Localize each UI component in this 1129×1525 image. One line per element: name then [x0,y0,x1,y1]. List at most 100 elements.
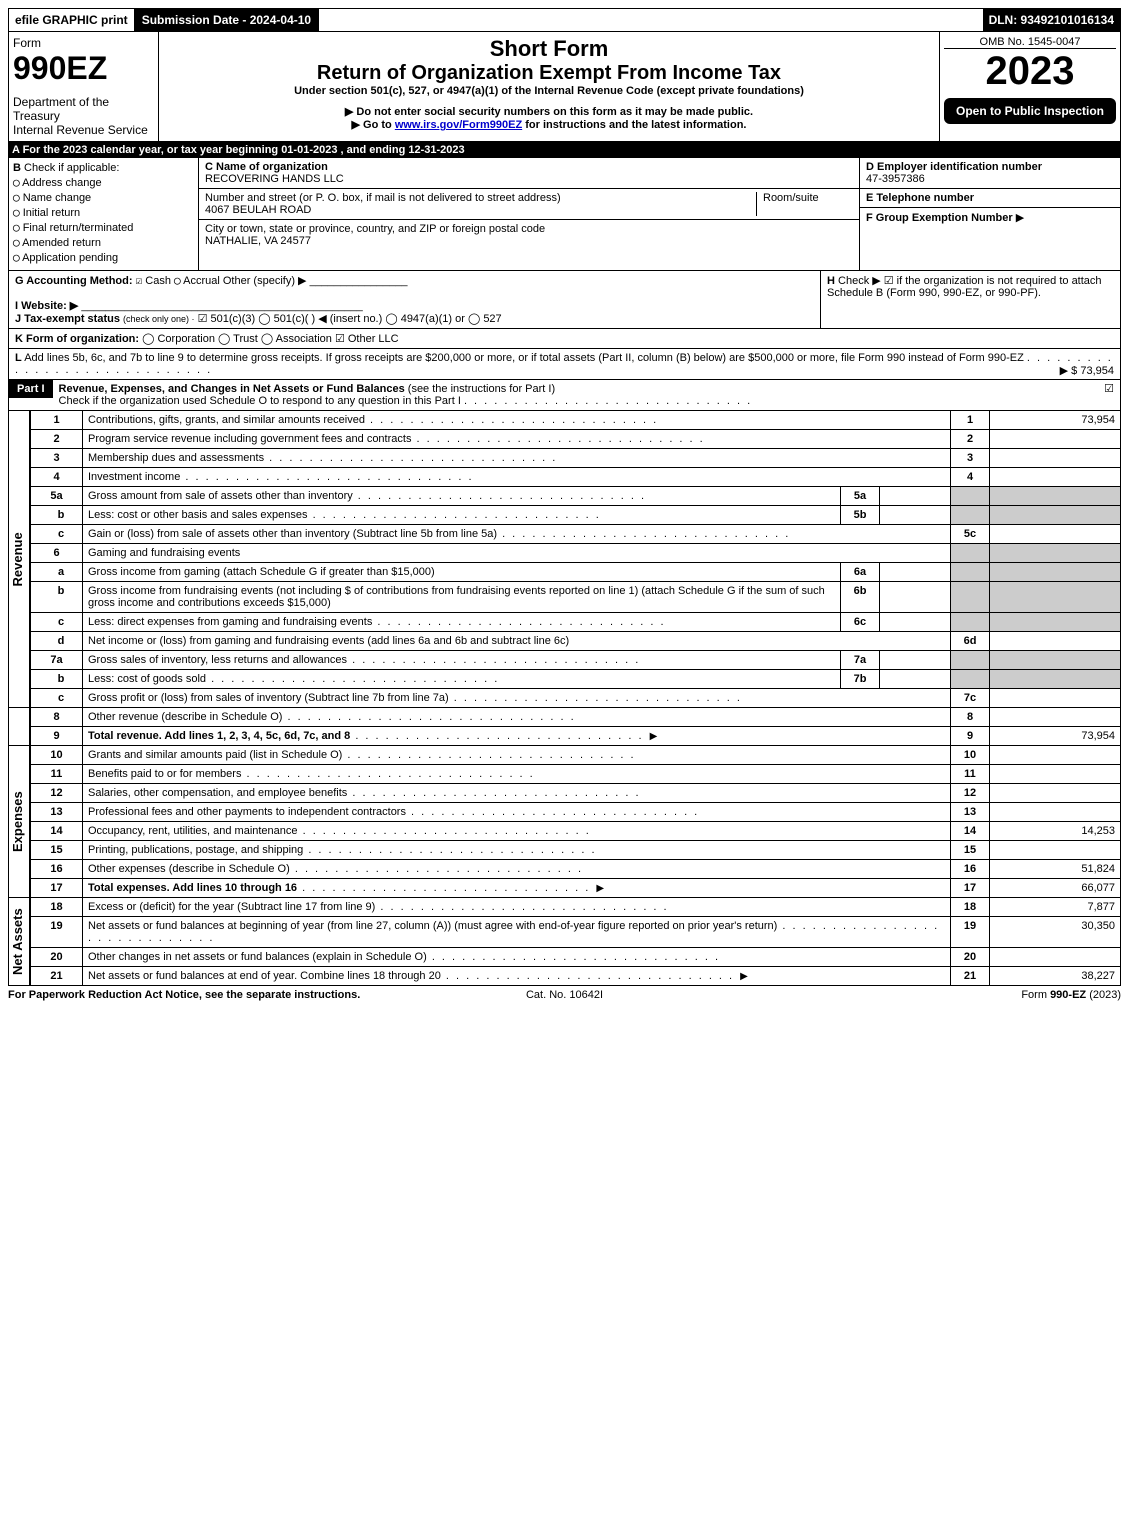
line6c-desc: Less: direct expenses from gaming and fu… [88,616,372,628]
website-label: I Website: ▶ [15,300,78,312]
line17-desc: Total expenses. Add lines 10 through 16 [88,882,297,894]
line5b-desc: Less: cost or other basis and sales expe… [88,509,308,521]
section-b: B Check if applicable: ◯ Address change … [9,158,199,270]
line7a-desc: Gross sales of inventory, less returns a… [88,654,347,666]
h-text: Check ▶ ☑ if the organization is not req… [827,275,1102,299]
part1-label: Part I [9,380,53,398]
group-exemption-label: F Group Exemption Number [866,212,1013,224]
warning-ssn: ▶ Do not enter social security numbers o… [163,105,935,118]
line1-num: 1 [30,411,83,430]
line6-desc: Gaming and fundraising events [83,544,951,563]
section-gh: G Accounting Method: ☑ Cash ◯ Accrual Ot… [8,271,1121,329]
irs-label: Internal Revenue Service [13,123,154,137]
line8-desc: Other revenue (describe in Schedule O) [88,711,282,723]
line12-desc: Salaries, other compensation, and employ… [88,787,347,799]
goto-pre: ▶ Go to [352,119,395,131]
h-label: H [827,275,835,287]
part1-checkbox[interactable]: ☑ [1104,382,1120,395]
cb-amended-return[interactable]: ◯ Amended return [13,236,194,249]
line18-amt: 7,877 [990,898,1121,917]
form-label: Form [13,36,154,50]
l-text: Add lines 5b, 6c, and 7b to line 9 to de… [24,352,1024,364]
page-footer: For Paperwork Reduction Act Notice, see … [8,986,1121,1004]
l-label: L [15,352,22,364]
revenue-side-label: Revenue [9,411,31,708]
line14-desc: Occupancy, rent, utilities, and maintena… [88,825,298,837]
line13-desc: Professional fees and other payments to … [88,806,406,818]
accounting-other: Other (specify) ▶ [223,275,307,287]
line1-amt: 73,954 [990,411,1121,430]
revenue-table: Revenue 1 Contributions, gifts, grants, … [8,411,1121,986]
dln-number: DLN: 93492101016134 [983,9,1120,31]
city-state-zip: NATHALIE, VA 24577 [205,235,311,247]
section-l: L Add lines 5b, 6c, and 7b to line 9 to … [8,349,1121,380]
part1-check-text: Check if the organization used Schedule … [59,395,461,407]
line21-amt: 38,227 [990,967,1121,986]
cb-accrual[interactable]: ◯ [174,274,181,287]
catalog-number: Cat. No. 10642I [379,989,750,1001]
line16-amt: 51,824 [990,860,1121,879]
form-title: Short Form [163,36,935,62]
section-k: K Form of organization: ◯ Corporation ◯ … [8,329,1121,349]
group-exemption-value: ▶ [1016,212,1024,224]
line5a-desc: Gross amount from sale of assets other t… [88,490,353,502]
ein-label: D Employer identification number [866,161,1042,173]
line5c-desc: Gain or (loss) from sale of assets other… [88,528,497,540]
part1-title: Revenue, Expenses, and Changes in Net As… [59,383,405,395]
line9-desc: Total revenue. Add lines 1, 2, 3, 4, 5c,… [88,730,350,742]
line21-desc: Net assets or fund balances at end of ye… [88,970,441,982]
part1-note: (see the instructions for Part I) [408,383,555,395]
line16-desc: Other expenses (describe in Schedule O) [88,863,290,875]
cb-address-change[interactable]: ◯ Address change [13,176,194,189]
instructions-link[interactable]: www.irs.gov/Form990EZ [395,119,522,131]
cb-initial-return[interactable]: ◯ Initial return [13,206,194,219]
dept-label: Department of the Treasury [13,95,154,123]
line14-amt: 14,253 [990,822,1121,841]
org-info-grid: B Check if applicable: ◯ Address change … [8,158,1121,271]
section-def: D Employer identification number 47-3957… [860,158,1120,270]
line10-desc: Grants and similar amounts paid (list in… [88,749,342,761]
instructions-link-row: ▶ Go to www.irs.gov/Form990EZ for instru… [163,118,935,131]
k-label: K Form of organization: [15,333,139,345]
cb-final-return[interactable]: ◯ Final return/terminated [13,221,194,234]
line20-desc: Other changes in net assets or fund bala… [88,951,427,963]
form-subtitle: Under section 501(c), 527, or 4947(a)(1)… [163,85,935,97]
form-title2: Return of Organization Exempt From Incom… [163,62,935,85]
line19-desc: Net assets or fund balances at beginning… [88,920,777,932]
cb-name-change[interactable]: ◯ Name change [13,191,194,204]
netassets-side-label: Net Assets [9,898,31,986]
accounting-label: G Accounting Method: [15,275,133,287]
tax-year: 2023 [944,49,1116,94]
line11-desc: Benefits paid to or for members [88,768,241,780]
line1-ref: 1 [951,411,990,430]
tax-exempt-options[interactable]: ☑ 501(c)(3) ◯ 501(c)( ) ◀ (insert no.) ◯… [198,313,502,325]
l-value: ▶ $ 73,954 [1060,364,1114,377]
line7c-desc: Gross profit or (loss) from sales of inv… [88,692,449,704]
efile-print-button[interactable]: efile GRAPHIC print [9,9,136,31]
cb-application-pending[interactable]: ◯ Application pending [13,251,194,264]
street-label: Number and street (or P. O. box, if mail… [205,192,561,204]
ein-value: 47-3957386 [866,173,925,185]
part1-header-row: Part I Revenue, Expenses, and Changes in… [8,380,1121,411]
org-name: RECOVERING HANDS LLC [205,173,344,185]
b-desc: Check if applicable: [24,162,119,174]
submission-date: Submission Date - 2024-04-10 [136,9,319,31]
line15-desc: Printing, publications, postage, and shi… [88,844,303,856]
line19-amt: 30,350 [990,917,1121,948]
room-suite: Room/suite [756,192,853,216]
expenses-side-label: Expenses [9,746,31,898]
omb-number: OMB No. 1545-0047 [944,36,1116,49]
city-label: City or town, state or province, country… [205,223,545,235]
line6b-desc: Gross income from fundraising events (no… [83,582,841,613]
k-options[interactable]: ◯ Corporation ◯ Trust ◯ Association ☑ Ot… [142,333,399,345]
b-label: B [13,162,21,174]
form-header: Form 990EZ Department of the Treasury In… [8,32,1121,142]
section-h: H Check ▶ ☑ if the organization is not r… [820,271,1120,328]
line18-desc: Excess or (deficit) for the year (Subtra… [88,901,375,913]
cb-cash[interactable]: ☑ [136,274,143,287]
street-address: 4067 BEULAH ROAD [205,204,311,216]
total-expenses: 66,077 [990,879,1121,898]
phone-label: E Telephone number [866,192,974,204]
section-c: C Name of organization RECOVERING HANDS … [199,158,860,270]
line6a-desc: Gross income from gaming (attach Schedul… [83,563,841,582]
